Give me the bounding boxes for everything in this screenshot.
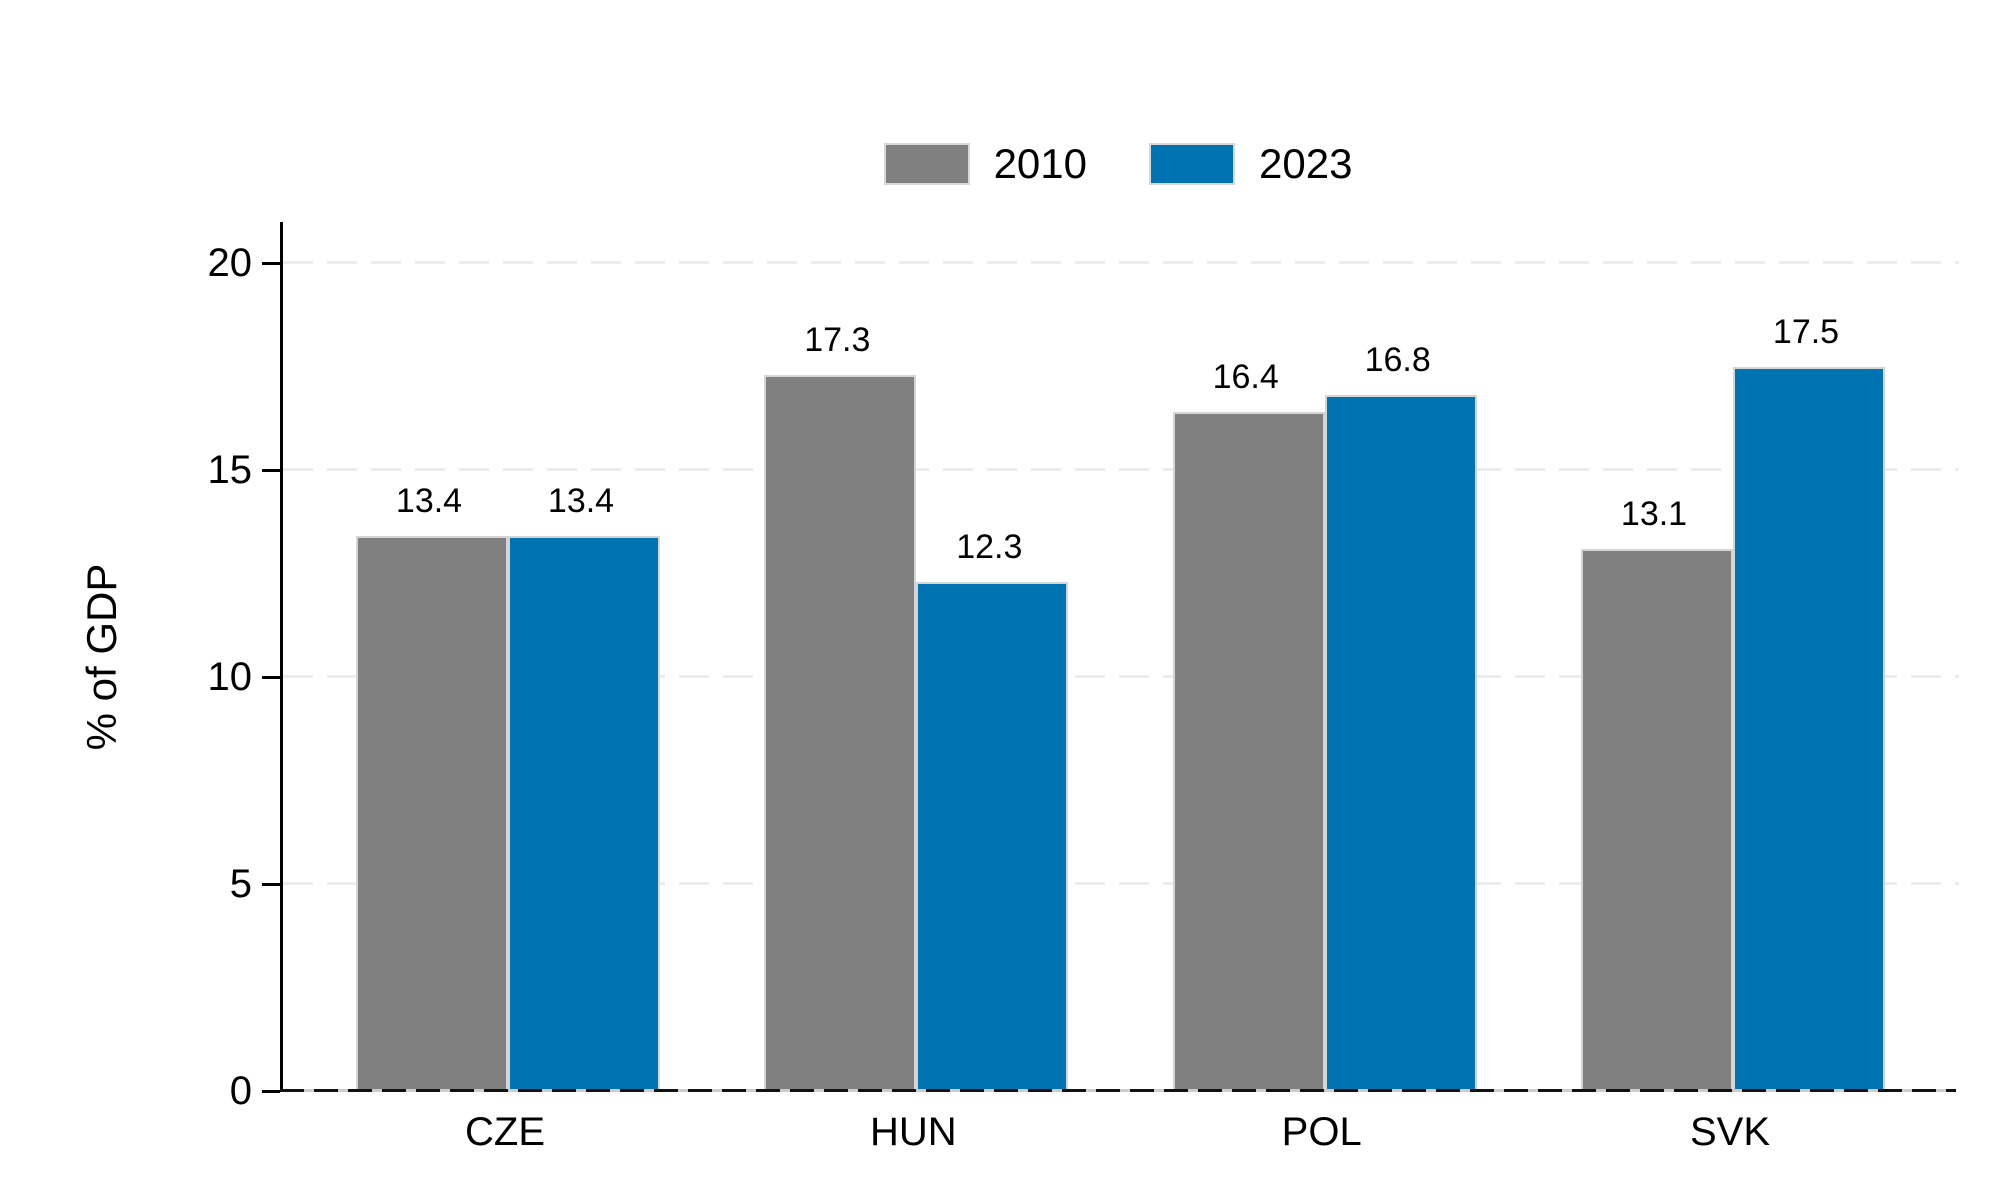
legend-label-2010: 2010: [993, 140, 1087, 187]
bar-2010-HUN: [764, 374, 917, 1091]
y-tick-mark-20: [262, 261, 280, 265]
x-tick-label-CZE: CZE: [465, 1110, 545, 1154]
bar-2010-CZE: [356, 536, 508, 1091]
y-tick-mark-0: [262, 1089, 280, 1093]
y-tick-label-5: 5: [229, 862, 252, 906]
bar-2023-HUN: [916, 581, 1069, 1091]
legend-swatch-2023-icon: [1149, 143, 1235, 185]
bar-2023-POL: [1324, 395, 1477, 1091]
value-label-2010-POL: 16.4: [1212, 358, 1279, 397]
x-tick-label-POL: POL: [1281, 1110, 1362, 1154]
y-tick-mark-5: [262, 882, 280, 886]
value-label-2023-SVK: 17.5: [1772, 312, 1840, 351]
bar-2023-SVK: [1733, 366, 1885, 1091]
legend-item-2023: 2023: [1149, 143, 1352, 185]
plot-area: [280, 222, 1959, 1091]
x-tick-label-HUN: HUN: [869, 1110, 957, 1154]
value-label-2023-CZE: 13.4: [547, 482, 615, 521]
legend: 2010 2023: [280, 143, 1956, 185]
y-tick-mark-10: [262, 675, 280, 679]
value-label-2010-SVK: 13.1: [1620, 494, 1688, 533]
y-tick-label-10: 10: [207, 655, 253, 699]
legend-swatch-2010-icon: [883, 143, 970, 185]
y-tick-label-20: 20: [207, 241, 253, 285]
gridline-15: [283, 468, 1959, 471]
bar-2023-CZE: [508, 536, 660, 1091]
value-label-2010-CZE: 13.4: [395, 482, 463, 521]
x-tick-label-SVK: SVK: [1689, 1110, 1771, 1154]
gridline-5: [283, 882, 1959, 885]
x-axis-line: [280, 1089, 1956, 1092]
y-tick-label-0: 0: [229, 1069, 252, 1113]
bar-2010-POL: [1172, 412, 1325, 1091]
value-label-2023-POL: 16.8: [1364, 341, 1431, 380]
legend-item-2010: 2010: [883, 140, 1087, 187]
value-label-2010-HUN: 17.3: [804, 320, 871, 359]
y-tick-label-15: 15: [207, 448, 253, 492]
y-tick-mark-15: [262, 468, 280, 472]
legend-label-2023: 2023: [1259, 140, 1353, 187]
gridline-10: [283, 675, 1959, 678]
gridline-20: [283, 261, 1959, 264]
value-label-2023-HUN: 12.3: [956, 527, 1023, 566]
bar-2010-SVK: [1581, 548, 1733, 1091]
